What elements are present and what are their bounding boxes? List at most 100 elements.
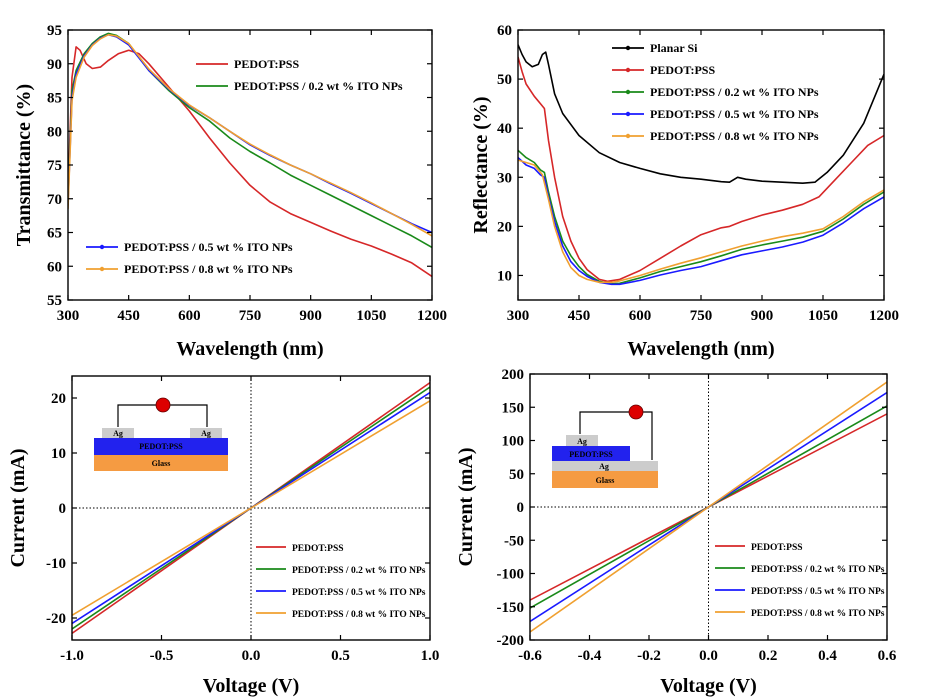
x-tick-label: 0.6	[878, 648, 897, 664]
circuit-wire	[579, 411, 653, 460]
x-tick-label: 900	[751, 308, 774, 324]
y-tick-label: 65	[47, 226, 62, 242]
legend-entry: PEDOT:PSS / 0.8 wt % ITO NPs	[715, 609, 885, 619]
legend-label: PEDOT:PSS / 0.5 wt % ITO NPs	[650, 107, 819, 121]
y-tick-label: 70	[47, 192, 62, 208]
y-tick-label: 50	[509, 467, 524, 483]
y-tick-label: 10	[497, 268, 512, 284]
ag-electrode-left	[102, 428, 134, 438]
ag-electrode-right	[190, 428, 222, 438]
series-line-blue	[518, 157, 884, 286]
legend-entry: PEDOT:PSS / 0.2 wt % ITO NPs	[256, 566, 426, 576]
y-tick-label: 10	[51, 446, 66, 462]
meter-icon	[628, 404, 644, 420]
x-tick-label: 300	[57, 308, 80, 324]
y-tick-label: 90	[47, 57, 62, 73]
glass-layer	[94, 454, 228, 471]
glass-label: Glass	[596, 476, 615, 485]
ag-label-bottom: Ag	[599, 462, 609, 471]
y-tick-label: 20	[51, 391, 66, 407]
y-tick-label: 100	[502, 434, 525, 450]
legend-label: PEDOT:PSS / 0.8 wt % ITO NPs	[751, 609, 885, 619]
legend-label: PEDOT:PSS	[234, 57, 299, 71]
x-tick-label: 0.2	[759, 648, 778, 664]
y-axis-title: Transmittance (%)	[13, 84, 35, 246]
x-tick-label: -0.5	[150, 648, 174, 664]
glass-layer	[552, 471, 658, 488]
pedot-label: PEDOT:PSS	[569, 450, 613, 459]
legend-entry: PEDOT:PSS	[612, 63, 715, 77]
x-tick-label: 450	[568, 308, 591, 324]
transmittance-chart: 300 450 600 750 900 1050 1200 55 60 65 70 75 80 85 90 9…	[13, 23, 447, 360]
legend-label: PEDOT:PSS	[751, 543, 803, 553]
y-tick-label: 50	[497, 72, 512, 88]
legend-label: PEDOT:PSS / 0.5 wt % ITO NPs	[751, 587, 885, 597]
x-tick-label: 750	[239, 308, 262, 324]
legend-entry: PEDOT:PSS / 0.8 wt % ITO NPs	[256, 610, 426, 620]
y-tick-label: -50	[504, 533, 524, 549]
x-tick-label: 1200	[869, 308, 899, 324]
x-axis-title: Voltage (V)	[660, 675, 756, 697]
y-tick-label: 60	[497, 23, 512, 39]
x-tick-label: -1.0	[60, 648, 84, 664]
legend-entry: PEDOT:PSS / 0.2 wt % ITO NPs	[612, 85, 819, 99]
y-tick-label: -150	[497, 600, 525, 616]
legend-entry: PEDOT:PSS	[196, 57, 299, 71]
meter-icon	[155, 397, 171, 413]
x-tick-label: -0.4	[578, 648, 602, 664]
iv-vertical-chart: -0.6 -0.4 -0.2 0.0 0.2 0.4 0.6 -200 -150 -100 -50 0…	[455, 367, 897, 697]
x-tick-label: 600	[629, 308, 652, 324]
pedot-layer	[94, 438, 228, 455]
x-tick-label: -0.2	[637, 648, 661, 664]
y-tick-label: 85	[47, 91, 62, 107]
x-tick-label: 1200	[417, 308, 447, 324]
legend-marker	[99, 244, 105, 250]
legend-label: PEDOT:PSS / 0.5 wt % ITO NPs	[292, 588, 426, 598]
x-tick-label: 0.0	[699, 648, 718, 664]
legend-entry: PEDOT:PSS / 0.2 wt % ITO NPs	[196, 79, 403, 93]
legend-marker	[625, 67, 631, 73]
y-tick-label: -10	[46, 556, 66, 572]
y-tick-label: 0	[517, 500, 525, 516]
series-line-black	[518, 44, 884, 184]
legend-label: PEDOT:PSS / 0.5 wt % ITO NPs	[124, 240, 293, 254]
series-line-orange	[68, 33, 432, 237]
legend-label: PEDOT:PSS / 0.2 wt % ITO NPs	[234, 79, 403, 93]
pedot-label: PEDOT:PSS	[139, 442, 183, 451]
legend-label: PEDOT:PSS	[650, 63, 715, 77]
x-tick-label: 1.0	[421, 648, 440, 664]
x-tick-label: 750	[690, 308, 713, 324]
series-line-green	[68, 32, 432, 249]
x-tick-label: 0.0	[242, 648, 261, 664]
series-line-orange	[72, 400, 430, 616]
x-tick-label: 0.4	[818, 648, 837, 664]
y-tick-label: -100	[497, 567, 525, 583]
legend-label: PEDOT:PSS / 0.2 wt % ITO NPs	[292, 566, 426, 576]
legend-marker	[625, 89, 631, 95]
series-line-red	[518, 56, 884, 283]
iv-lateral-chart: -1.0 -0.5 0.0 0.5 1.0 -20 -10 0 10 20 Voltage (V) C…	[7, 375, 440, 697]
device-schematic-inset: Ag Ag PEDOT:PSS Glass	[94, 397, 228, 471]
x-tick-label: 450	[117, 308, 140, 324]
y-tick-label: 95	[47, 23, 62, 39]
x-axis-title: Wavelength (nm)	[627, 338, 774, 360]
legend-entry: PEDOT:PSS / 0.5 wt % ITO NPs	[715, 587, 885, 597]
legend-label: Planar Si	[650, 41, 698, 55]
y-tick-label: 30	[497, 170, 512, 186]
ag-label-right: Ag	[201, 429, 211, 438]
legend-entry: PEDOT:PSS / 0.5 wt % ITO NPs	[612, 107, 819, 121]
x-tick-label: 1050	[808, 308, 838, 324]
y-axis-title: Reflectance (%)	[470, 96, 492, 233]
y-tick-label: 0	[59, 501, 67, 517]
series-line-orange	[518, 159, 884, 284]
y-tick-label: 200	[502, 367, 525, 383]
y-tick-label: 150	[502, 400, 525, 416]
legend-entry: PEDOT:PSS	[715, 543, 803, 553]
x-axis-title: Wavelength (nm)	[176, 338, 323, 360]
device-schematic-inset: Ag PEDOT:PSS Ag Glass	[552, 404, 658, 488]
legend-label: PEDOT:PSS / 0.8 wt % ITO NPs	[650, 129, 819, 143]
y-tick-label: 75	[47, 158, 62, 174]
ag-label-left: Ag	[113, 429, 123, 438]
legend-entry: Planar Si	[612, 41, 698, 55]
